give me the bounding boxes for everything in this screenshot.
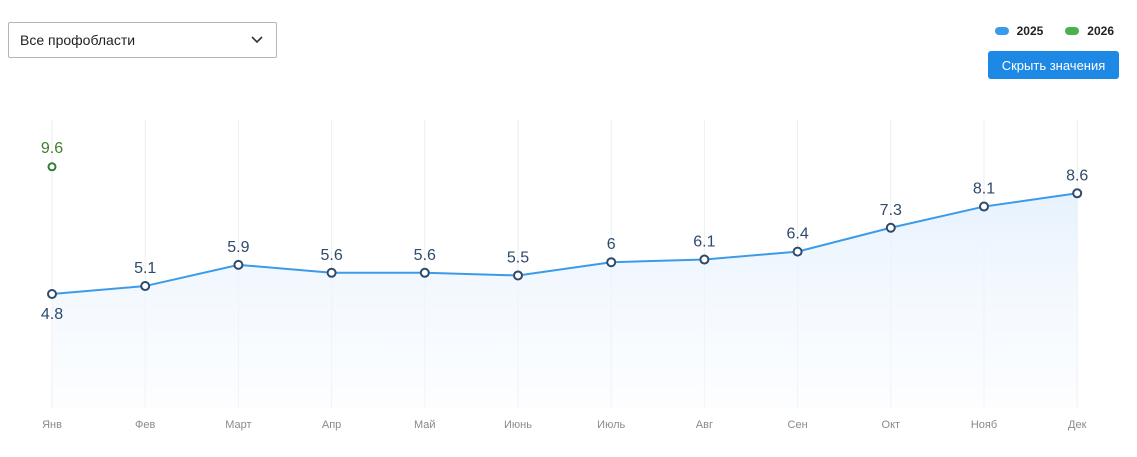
data-point-2025[interactable] — [326, 267, 337, 278]
legend-item-2025[interactable]: 2025 — [994, 24, 1044, 38]
data-label-2025: 5.6 — [414, 247, 436, 264]
data-label-2025: 6.4 — [786, 226, 808, 243]
data-label-2025: 6 — [607, 236, 616, 253]
data-point-2025[interactable] — [1072, 188, 1083, 199]
x-tick-label: Нояб — [971, 419, 997, 431]
x-tick-label: Июль — [597, 419, 625, 431]
x-tick-label: Март — [225, 419, 251, 431]
x-tick-label: Апр — [322, 419, 341, 431]
legend-swatch-2026 — [1065, 27, 1080, 35]
legend-label-2025: 2025 — [1016, 24, 1044, 38]
area-filter-select[interactable]: Все профобласти — [8, 22, 277, 58]
data-point-2025[interactable] — [140, 281, 151, 292]
hide-values-button[interactable]: Скрыть значения — [988, 51, 1119, 79]
x-tick-label: Авг — [696, 419, 713, 431]
data-point-2025[interactable] — [979, 201, 989, 212]
data-point-2025[interactable] — [606, 257, 617, 268]
data-label-2025: 8.1 — [973, 181, 995, 198]
data-label-2025: 5.9 — [227, 239, 249, 256]
x-tick-label: Сен — [788, 419, 808, 431]
series-2025-area — [52, 193, 1078, 408]
data-point-2025[interactable] — [233, 259, 244, 270]
data-label-2025: 6.1 — [693, 234, 715, 251]
x-tick-label: Окт — [882, 419, 901, 431]
x-tick-label: Июнь — [504, 419, 532, 431]
data-point-2026[interactable] — [47, 162, 57, 172]
chevron-down-icon — [250, 33, 264, 47]
data-point-2025[interactable] — [47, 289, 57, 299]
data-point-2025[interactable] — [699, 254, 710, 265]
data-label-2025: 5.5 — [507, 249, 529, 266]
data-point-2025[interactable] — [885, 222, 896, 233]
legend-item-2026[interactable]: 2026 — [1065, 24, 1114, 38]
data-point-2025[interactable] — [419, 267, 430, 278]
data-label-2025: 5.1 — [134, 260, 156, 277]
series-2025-line — [51, 192, 1078, 295]
x-tick-label: Янв — [42, 419, 62, 431]
data-label-2026: 9.6 — [41, 140, 63, 157]
data-point-2025[interactable] — [792, 246, 803, 257]
data-label-2025: 4.8 — [41, 306, 63, 323]
data-label-2025: 7.3 — [880, 202, 902, 219]
x-tick-label: Фев — [135, 419, 155, 431]
data-label-2025: 8.6 — [1066, 167, 1088, 184]
x-tick-label: Дек — [1068, 419, 1087, 431]
x-tick-label: Май — [414, 419, 436, 431]
legend-swatch-2025 — [994, 27, 1009, 35]
legend-label-2026: 2026 — [1087, 24, 1114, 38]
legend: 2025 2026 — [994, 24, 1114, 38]
data-label-2025: 5.6 — [320, 247, 342, 264]
data-point-2025[interactable] — [513, 270, 523, 281]
area-filter-value: Все профобласти — [20, 32, 136, 48]
